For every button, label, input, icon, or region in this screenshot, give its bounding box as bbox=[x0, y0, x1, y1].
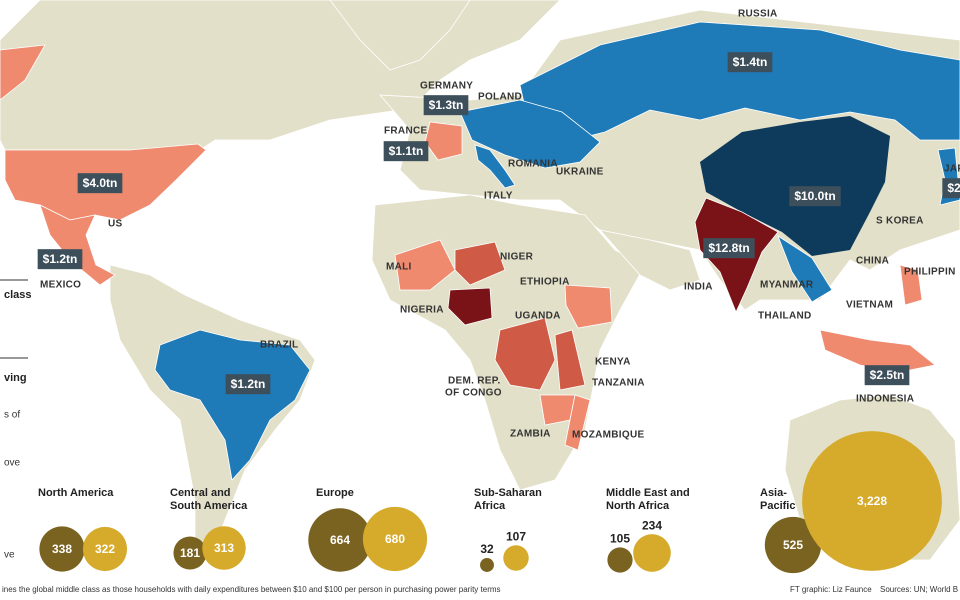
label-box bbox=[703, 238, 755, 259]
region-name: North Africa bbox=[606, 500, 670, 512]
country-label: INDIA bbox=[684, 282, 713, 293]
bubble-value: 107 bbox=[506, 529, 526, 543]
country-label: DEM. REP. bbox=[448, 376, 501, 387]
region-name: North America bbox=[38, 487, 114, 499]
country-label: NIGER bbox=[500, 252, 534, 263]
label-box bbox=[942, 178, 960, 199]
sources: Sources: UN; World B bbox=[880, 585, 958, 594]
country-label: MEXICO bbox=[40, 280, 81, 291]
region-name: Africa bbox=[474, 500, 506, 512]
bubble bbox=[480, 558, 494, 572]
bubble bbox=[82, 526, 128, 572]
spending-label: $2 bbox=[947, 181, 960, 195]
country-label: RUSSIA bbox=[738, 9, 778, 20]
bubble bbox=[362, 506, 428, 572]
bubble bbox=[802, 431, 942, 571]
country-label: BRAZIL bbox=[260, 340, 298, 351]
label-box bbox=[789, 186, 841, 207]
spending-label: $10.0tn bbox=[794, 189, 835, 203]
country-label: FRANCE bbox=[384, 126, 427, 137]
spending-label: $1.2tn bbox=[231, 377, 266, 391]
country-labels: RUSSIA GERMANY POLAND FRANCE ROMANIA UKR… bbox=[40, 9, 960, 441]
spending-label: $4.0tn bbox=[83, 176, 118, 190]
spending-label: $1.2tn bbox=[43, 252, 78, 266]
country-label: ZAMBIA bbox=[510, 429, 551, 440]
country-label: NIGERIA bbox=[400, 305, 444, 316]
bubble-value: 525 bbox=[783, 538, 803, 552]
bubble-value: 313 bbox=[214, 541, 234, 555]
bubble-value: 105 bbox=[610, 532, 630, 546]
label-box bbox=[727, 52, 773, 73]
country-label: US bbox=[108, 219, 123, 230]
region-name: Central and bbox=[170, 487, 231, 499]
legend-text: class bbox=[4, 289, 32, 301]
bubble bbox=[173, 536, 207, 570]
legend-background bbox=[0, 255, 30, 585]
region-name: Asia- bbox=[760, 487, 787, 499]
bubble-value: 338 bbox=[52, 542, 72, 556]
country-label: ITALY bbox=[484, 191, 513, 202]
credit: FT graphic: Liz Faunce bbox=[790, 585, 872, 594]
legend-text: s of bbox=[4, 410, 20, 421]
bubble-value: 664 bbox=[330, 533, 350, 547]
bubble-value: 181 bbox=[180, 546, 200, 560]
region-name: Middle East and bbox=[606, 487, 690, 499]
country-label: MALI bbox=[386, 262, 412, 273]
country-label: UKRAINE bbox=[556, 167, 604, 178]
legend-text: ve bbox=[4, 550, 15, 561]
country-label: UGANDA bbox=[515, 311, 561, 322]
country-label: ETHIOPIA bbox=[520, 277, 570, 288]
bubble bbox=[607, 547, 633, 573]
country-label: MYANMAR bbox=[760, 280, 814, 291]
country-label: MOZAMBIQUE bbox=[572, 430, 644, 441]
country-label: JAP bbox=[944, 164, 960, 175]
bubble-value: 3,228 bbox=[857, 494, 887, 508]
bubble-value: 322 bbox=[95, 542, 115, 556]
country-label: CHINA bbox=[856, 256, 889, 267]
bubble-value: 32 bbox=[480, 542, 494, 556]
country-label: KENYA bbox=[595, 357, 631, 368]
region-name: South America bbox=[170, 500, 248, 512]
label-box bbox=[225, 374, 271, 395]
label-box bbox=[383, 141, 429, 162]
bubble bbox=[764, 516, 822, 574]
legend-panel: class ving s of ove ve bbox=[0, 255, 32, 585]
country-label: PHILIPPIN bbox=[904, 267, 956, 278]
country-label: INDONESIA bbox=[856, 394, 914, 405]
spending-label: $1.3tn bbox=[429, 98, 464, 112]
bubble bbox=[39, 526, 85, 572]
country-label: ROMANIA bbox=[508, 159, 558, 170]
country-label: GERMANY bbox=[420, 81, 473, 92]
spending-label: $12.8tn bbox=[708, 241, 749, 255]
legend-text: ove bbox=[4, 458, 21, 469]
region-name: Sub-Saharan bbox=[474, 487, 542, 499]
country-label: THAILAND bbox=[758, 311, 812, 322]
label-box bbox=[37, 249, 83, 270]
spending-label: $1.4tn bbox=[733, 55, 768, 69]
bubble bbox=[308, 508, 372, 572]
country-label: POLAND bbox=[478, 92, 522, 103]
footnote: ines the global middle class as those ho… bbox=[2, 585, 501, 594]
bubble bbox=[202, 526, 246, 570]
bubble-value: 234 bbox=[642, 518, 662, 532]
country-label: VIETNAM bbox=[846, 300, 893, 311]
bubble-value: 680 bbox=[385, 532, 405, 546]
country-label: OF CONGO bbox=[445, 388, 502, 399]
spending-label: $1.1tn bbox=[389, 144, 424, 158]
label-box bbox=[423, 95, 469, 116]
label-box bbox=[864, 365, 910, 386]
bubble bbox=[633, 534, 671, 572]
region-name: Pacific bbox=[760, 500, 795, 512]
legend-text: ving bbox=[4, 372, 27, 384]
spending-labels: $1.4tn $1.3tn $1.1tn $4.0tn $1.2tn $1.2t… bbox=[37, 52, 960, 395]
bubble bbox=[503, 545, 529, 571]
region-name: Europe bbox=[316, 487, 354, 499]
label-box bbox=[77, 173, 123, 194]
country-label: TANZANIA bbox=[592, 378, 645, 389]
country-label: S KOREA bbox=[876, 216, 924, 227]
spending-label: $2.5tn bbox=[870, 368, 905, 382]
